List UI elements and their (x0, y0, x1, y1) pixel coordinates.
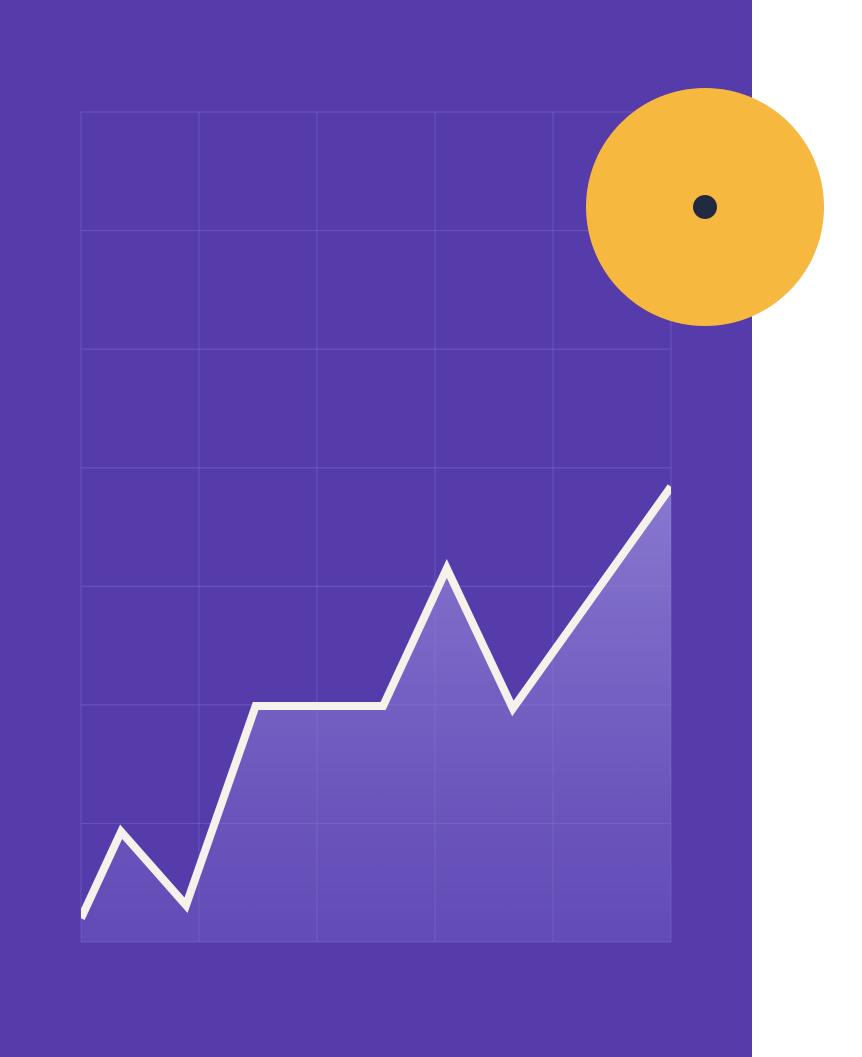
badge (586, 88, 824, 326)
series-area (81, 486, 671, 942)
target-dot-icon (693, 195, 717, 219)
chart-grid (80, 111, 672, 943)
chart-series (81, 484, 671, 942)
series-line (81, 484, 671, 920)
